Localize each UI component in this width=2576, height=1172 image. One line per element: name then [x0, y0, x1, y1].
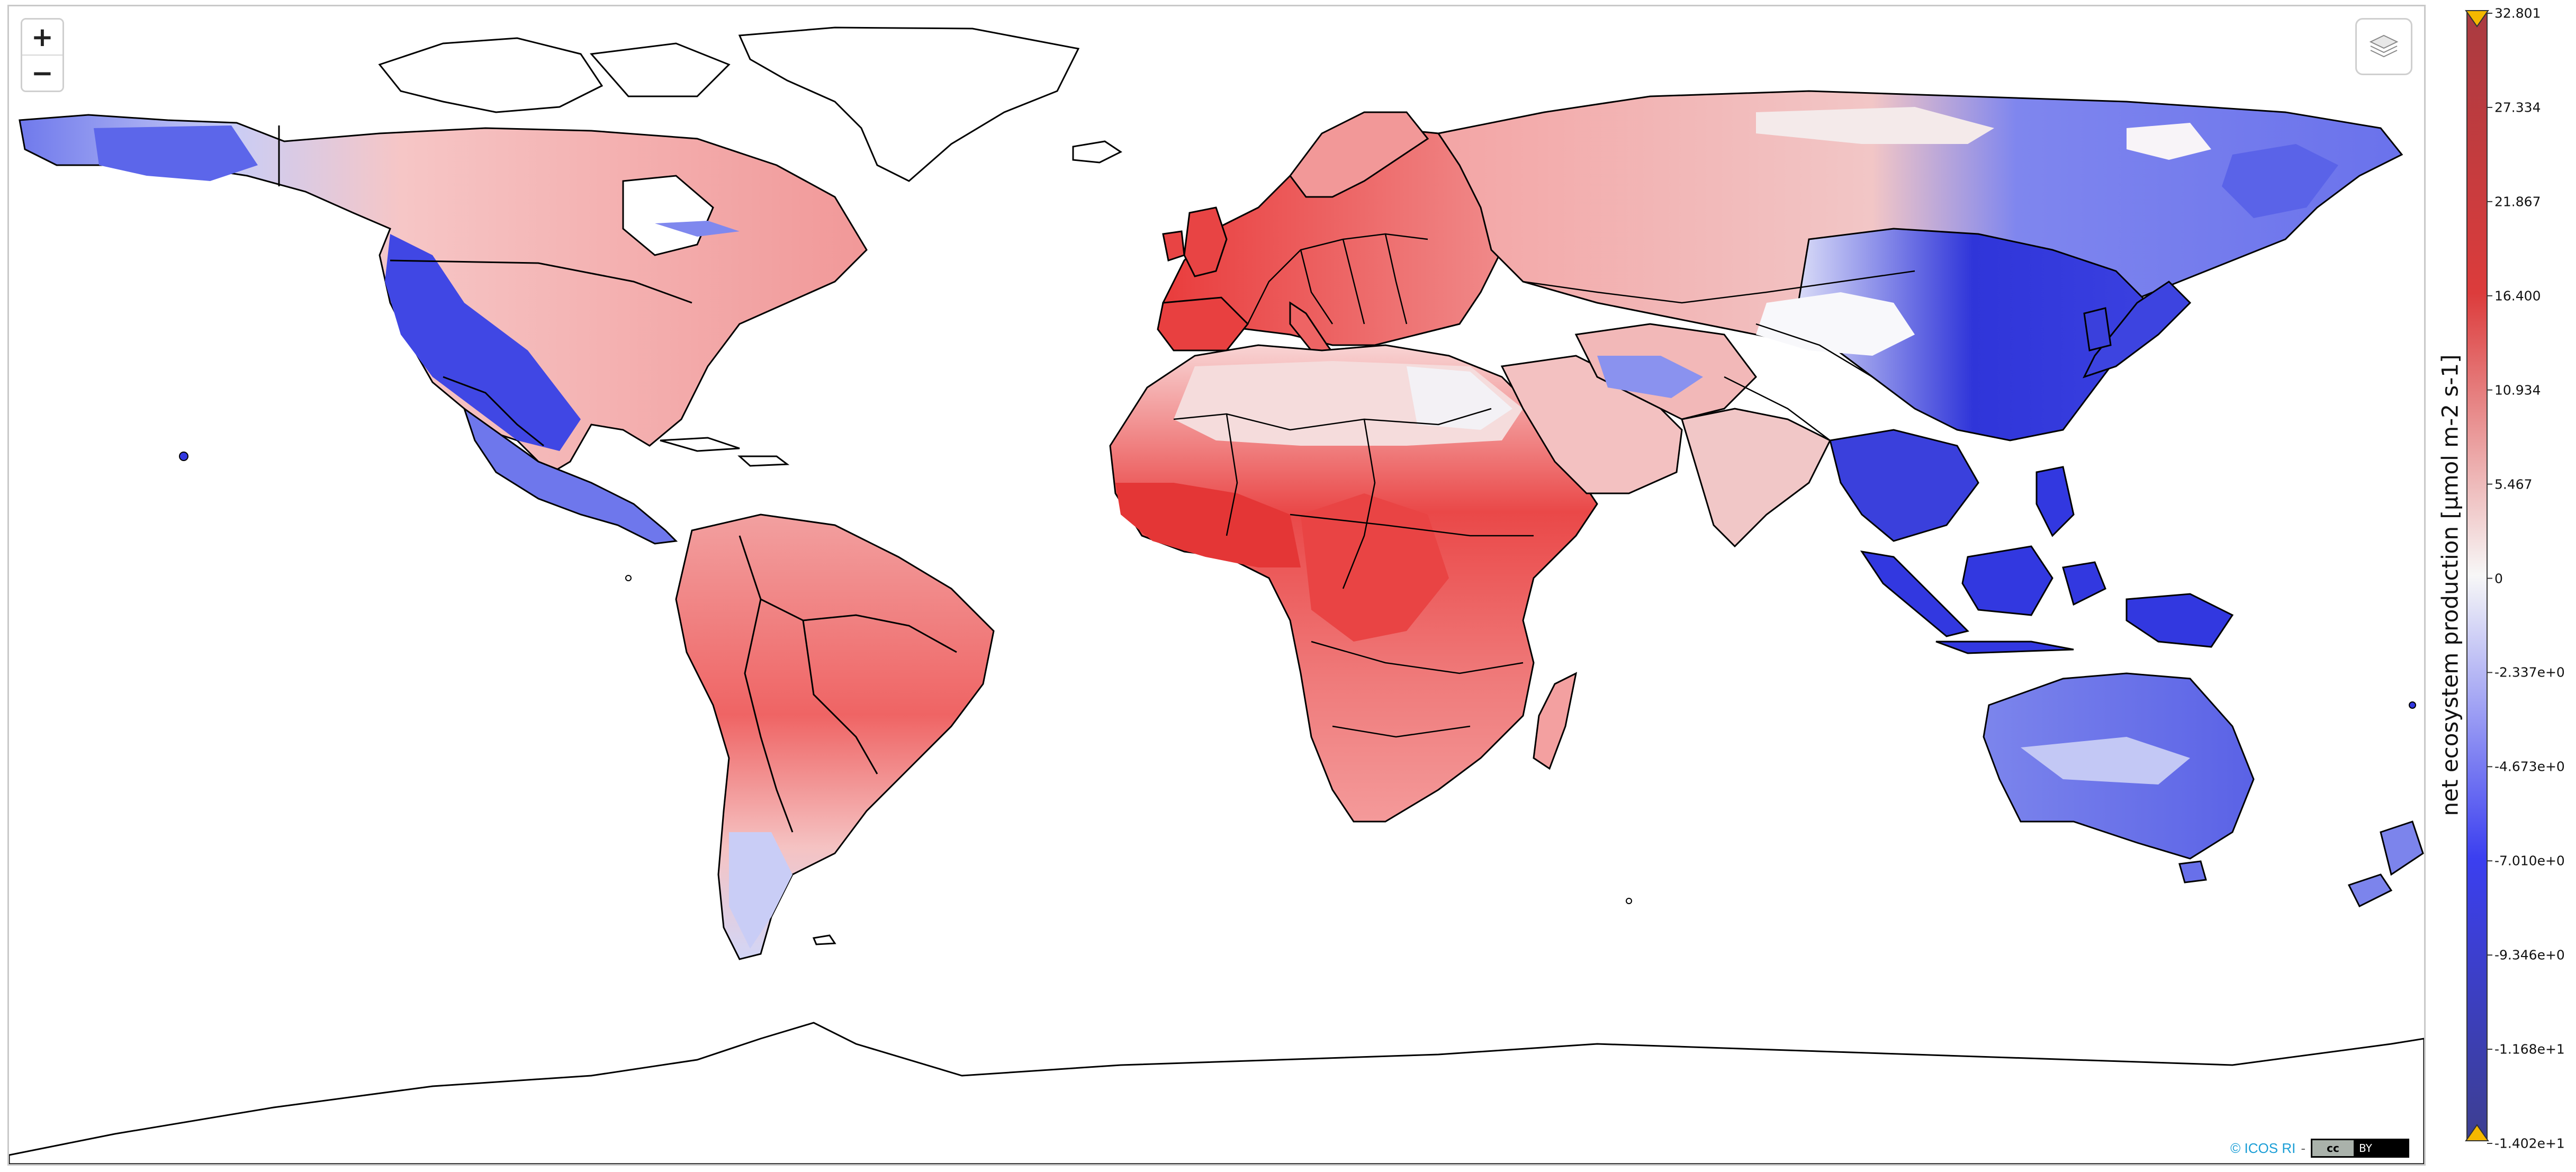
- map-attribution: © ICOS RI - cc BY: [2227, 1138, 2412, 1159]
- world-map[interactable]: [9, 6, 2424, 1164]
- layers-icon: [2369, 34, 2399, 58]
- colorbar-tick-label: 16.400: [2494, 288, 2541, 304]
- southeast-asia: [1829, 429, 1979, 542]
- extend-max-marker: [2465, 10, 2489, 28]
- layers-button[interactable]: [2355, 18, 2412, 75]
- japan: [2083, 281, 2192, 378]
- colorbar-tick-label: 0: [2494, 571, 2503, 586]
- colorbar-tick-label: -1.168e+1: [2494, 1041, 2565, 1057]
- colorbar-title: net ecosystem production [µmol m-2 s-1]: [2424, 5, 2476, 1166]
- colorbar-tick-label: -2.337e+0: [2494, 664, 2565, 680]
- colorbar: [2465, 10, 2492, 1144]
- philippines: [2035, 466, 2075, 537]
- sumatra: [1860, 550, 1969, 637]
- cc-icon: cc: [2312, 1140, 2354, 1156]
- east-asia-sink: [1797, 228, 2149, 441]
- colorbar-gradient: [2466, 10, 2488, 1141]
- zoom-in-button[interactable]: +: [22, 20, 62, 55]
- map-viewport[interactable]: + − © ICOS RI - cc BY: [7, 5, 2426, 1166]
- attribution-separator: -: [2301, 1140, 2305, 1156]
- borneo: [1961, 545, 2053, 616]
- new-guinea: [2125, 593, 2234, 648]
- antarctica: [9, 1022, 2424, 1164]
- colorbar-tick-label: -7.010e+0: [2494, 853, 2565, 869]
- extend-min-marker: [2465, 1124, 2489, 1141]
- india: [1681, 408, 1832, 548]
- icos-attribution-link[interactable]: © ICOS RI: [2230, 1140, 2296, 1156]
- colorbar-tick-label: -4.673e+0: [2494, 759, 2565, 774]
- greenland-outline: [738, 26, 1080, 182]
- colorbar-tick-label: 5.467: [2494, 476, 2533, 492]
- colorbar-tick-label: -1.402e+1: [2494, 1135, 2565, 1151]
- cc-license-badge[interactable]: cc BY: [2311, 1139, 2409, 1158]
- central-america: [463, 407, 678, 545]
- madagascar: [1533, 672, 1578, 770]
- colorbar-title-text: net ecosystem production [µmol m-2 s-1]: [2437, 354, 2463, 816]
- zoom-control: + −: [21, 18, 64, 92]
- colorbar-tick-label: 21.867: [2494, 194, 2541, 210]
- colorbar-tick-label: -9.346e+0: [2494, 947, 2565, 963]
- colorbar-tick-label: 27.334: [2494, 100, 2541, 115]
- south-america: [675, 513, 995, 960]
- zoom-out-button[interactable]: −: [22, 55, 62, 91]
- cc-by-label: BY: [2359, 1142, 2372, 1155]
- colorbar-tick-label: 32.801: [2494, 5, 2541, 21]
- new-zealand: [2380, 821, 2424, 876]
- colorbar-tick-label: 10.934: [2494, 382, 2541, 398]
